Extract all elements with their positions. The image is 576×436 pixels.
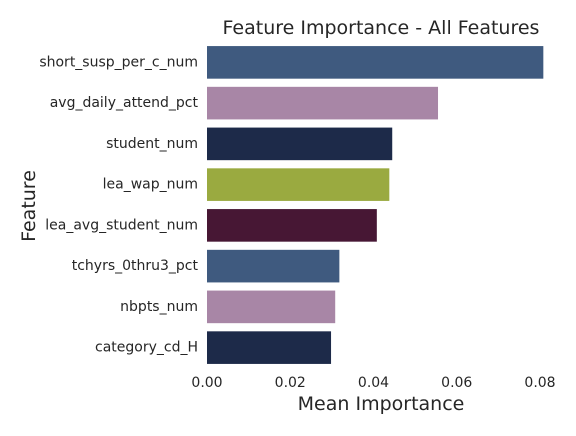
- bar-short_susp_per_c_num: [207, 46, 544, 79]
- bars-group: [207, 46, 544, 364]
- x-tick-label: 0.08: [524, 375, 555, 391]
- bar-nbpts_num: [207, 290, 336, 324]
- x-axis-label: Mean Importance: [298, 393, 465, 415]
- bar-avg_daily_attend_pct: [207, 86, 439, 120]
- y-tick-label: short_susp_per_c_num: [39, 54, 198, 70]
- bar-lea_avg_student_num: [207, 209, 377, 242]
- y-tick-label: student_num: [106, 136, 198, 152]
- y-tick-label: lea_wap_num: [103, 177, 198, 193]
- bar-tchyrs_0thru3_pct: [207, 249, 340, 283]
- bar-lea_wap_num: [207, 168, 390, 201]
- x-tick-label: 0.00: [191, 375, 222, 391]
- y-tick-label: tchyrs_0thru3_pct: [72, 258, 199, 274]
- x-tick-label: 0.04: [358, 375, 389, 391]
- x-tick-labels: 0.00 0.02 0.04 0.06 0.08: [191, 375, 555, 391]
- y-tick-label: nbpts_num: [120, 299, 198, 315]
- bar-student_num: [207, 127, 393, 161]
- x-tick-label: 0.02: [275, 375, 306, 391]
- x-tick-label: 0.06: [441, 375, 472, 391]
- y-tick-label: lea_avg_student_num: [45, 217, 198, 233]
- y-axis-label: Feature: [18, 170, 40, 242]
- bar-category_cd_H: [207, 331, 332, 364]
- y-tick-label: category_cd_H: [95, 340, 198, 356]
- y-tick-label: avg_daily_attend_pct: [50, 95, 199, 111]
- y-tick-labels: short_susp_per_c_num avg_daily_attend_pct…: [39, 54, 198, 355]
- chart-title: Feature Importance - All Features: [223, 17, 540, 39]
